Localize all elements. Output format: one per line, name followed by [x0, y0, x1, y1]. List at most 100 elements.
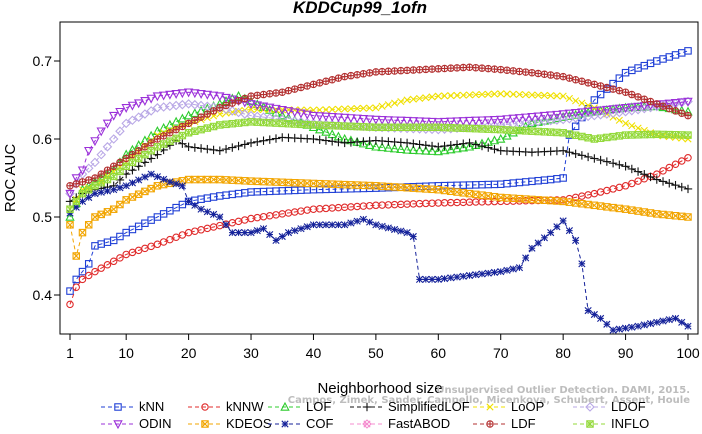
point-ldof	[190, 99, 200, 110]
point-loop	[234, 107, 243, 115]
point-lof	[177, 113, 188, 123]
point-ldf	[653, 100, 661, 108]
point-cof	[266, 230, 274, 239]
legend: kNN kNNW LOF SimplifiedLOF LoOP LDOF ODIN KDEOS…	[101, 399, 649, 431]
point-cof	[353, 217, 361, 225]
point-ldf	[628, 90, 636, 99]
point-odin	[552, 110, 562, 120]
point-simplifiedlof	[565, 148, 574, 157]
point-kdeos	[309, 179, 318, 188]
point-odin	[358, 114, 369, 124]
point-inflo	[84, 185, 93, 194]
point-loop	[334, 105, 343, 113]
point-odin	[496, 115, 506, 125]
point-kdeos	[134, 190, 143, 198]
point-ldf	[684, 111, 692, 120]
x-tick-label: 70	[493, 345, 509, 361]
point-cof	[565, 227, 573, 235]
point-odin	[527, 113, 537, 122]
watermark-line-2: Campos, Zimek, Sander, Campello, Micenko…	[288, 395, 690, 406]
point-ldf	[103, 166, 112, 174]
point-ldf	[97, 170, 105, 178]
point-kdeos	[78, 228, 87, 237]
point-odin	[677, 98, 687, 108]
point-cof	[440, 275, 449, 283]
point-cof	[503, 266, 511, 274]
point-cof	[609, 326, 617, 334]
point-odin	[489, 115, 500, 125]
point-ldf	[278, 88, 286, 96]
point-odin	[570, 109, 581, 118]
point-cof	[316, 221, 324, 229]
point-cof	[384, 224, 392, 232]
point-ldf	[409, 66, 418, 74]
point-inflo	[422, 123, 430, 132]
point-inflo	[66, 205, 74, 213]
point-odin	[439, 117, 450, 127]
point-ldf	[484, 64, 492, 73]
point-ldf	[191, 116, 199, 125]
series-odin	[65, 88, 693, 199]
point-inflo	[328, 121, 336, 130]
point-inflo	[153, 143, 162, 151]
legend-label-ldof: LDOF	[611, 399, 646, 414]
point-inflo	[203, 124, 212, 132]
point-simplifiedlof	[671, 180, 680, 190]
point-ldf	[646, 97, 655, 106]
point-lof	[252, 99, 262, 109]
point-loop	[490, 90, 499, 98]
point-knnw	[678, 157, 686, 165]
legend-item-cof: COF	[268, 416, 334, 431]
point-knnw	[109, 257, 118, 266]
series-inflo	[66, 118, 692, 213]
point-ldf	[328, 75, 336, 84]
point-loop	[453, 91, 461, 99]
point-lof	[183, 110, 194, 120]
point-knnw	[184, 228, 193, 237]
point-cof	[515, 264, 524, 272]
point-ldof	[96, 149, 106, 160]
point-inflo	[184, 129, 193, 137]
point-loop	[478, 90, 486, 99]
point-knnw	[621, 182, 630, 190]
point-lof	[371, 141, 381, 151]
point-odin	[577, 108, 587, 118]
point-inflo	[571, 131, 580, 140]
point-ldf	[440, 64, 449, 73]
point-ldf	[353, 70, 361, 79]
legend-item-knnw: kNNW	[188, 399, 264, 414]
point-loop	[465, 91, 474, 99]
point-simplifiedlof	[490, 144, 499, 154]
point-inflo	[303, 120, 311, 129]
point-kdeos	[97, 210, 105, 219]
point-simplifiedlof	[459, 139, 468, 148]
point-kdeos	[122, 196, 130, 204]
point-simplifiedlof	[140, 158, 150, 167]
point-ldof	[233, 107, 244, 118]
point-lof	[146, 130, 156, 140]
point-ldof	[240, 109, 250, 119]
point-loop	[359, 104, 367, 112]
point-lof	[439, 145, 450, 155]
point-knn	[571, 122, 580, 131]
legend-marker-cof	[281, 420, 289, 428]
point-odin	[664, 99, 674, 109]
point-simplifiedlof	[652, 175, 661, 184]
point-lof	[158, 122, 169, 132]
point-loop	[353, 104, 361, 113]
point-inflo	[684, 131, 692, 139]
legend-item-knn: kNN	[101, 399, 164, 414]
point-odin	[346, 114, 356, 124]
point-ldof	[115, 126, 125, 136]
point-ldf	[172, 125, 180, 134]
point-inflo	[166, 137, 174, 145]
x-tick-label: 30	[243, 345, 259, 361]
point-odin	[140, 97, 150, 106]
point-cof	[684, 322, 692, 330]
point-kdeos	[571, 199, 580, 207]
point-simplifiedlof	[577, 151, 587, 160]
point-ldf	[116, 158, 124, 167]
point-inflo	[584, 134, 592, 142]
point-simplifiedlof	[465, 138, 474, 148]
point-knn	[665, 53, 674, 61]
